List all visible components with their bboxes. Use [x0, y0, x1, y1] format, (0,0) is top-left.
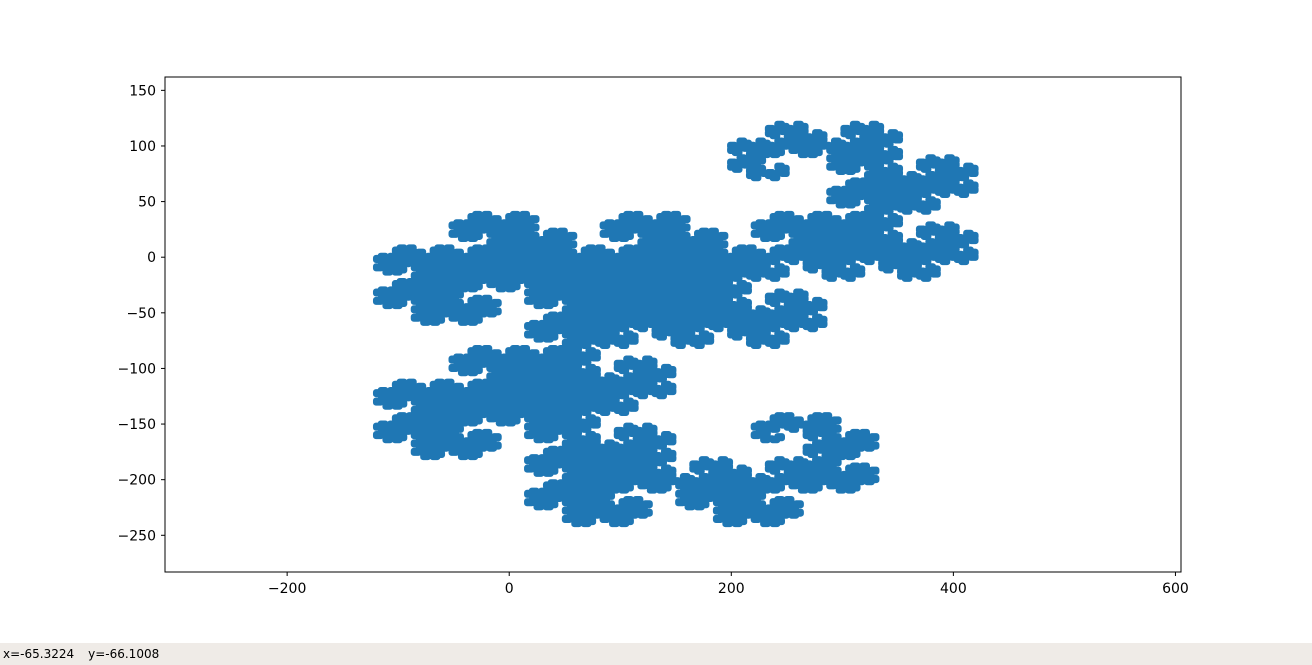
x-tick-label: 200 [718, 581, 745, 597]
x-tick-label: 400 [940, 581, 967, 597]
plot-canvas[interactable]: −200 0 200 400 600 150100500−50−100−150−200−… [0, 0, 1312, 643]
y-tick-label: 0 [147, 250, 156, 266]
y-tick-label: −150 [118, 417, 156, 433]
y-tick-label: −100 [118, 361, 156, 377]
y-tick-label: 150 [129, 83, 156, 99]
x-axis: −200 0 200 400 600 [268, 572, 1189, 597]
status-bar: x=-65.3224 y=-66.1008 [0, 643, 1312, 665]
y-tick-label: −50 [126, 306, 156, 322]
y-tick-label: 50 [138, 195, 156, 211]
cursor-y-readout: y=-66.1008 [88, 647, 160, 661]
y-tick-label: −200 [118, 473, 156, 489]
y-tick-label: 100 [129, 139, 156, 155]
fractal-area-series [372, 120, 979, 528]
x-tick-label: 0 [505, 581, 514, 597]
axes-frame [164, 76, 1182, 573]
x-tick-label: −200 [268, 581, 306, 597]
x-tick-label: 600 [1162, 581, 1189, 597]
y-tick-label: −250 [118, 528, 156, 544]
y-axis: 150 100 50 0 −50 −100 −150 −200 −250 [118, 83, 165, 544]
cursor-x-readout: x=-65.3224 [3, 647, 75, 661]
fractal-shape [372, 120, 979, 528]
